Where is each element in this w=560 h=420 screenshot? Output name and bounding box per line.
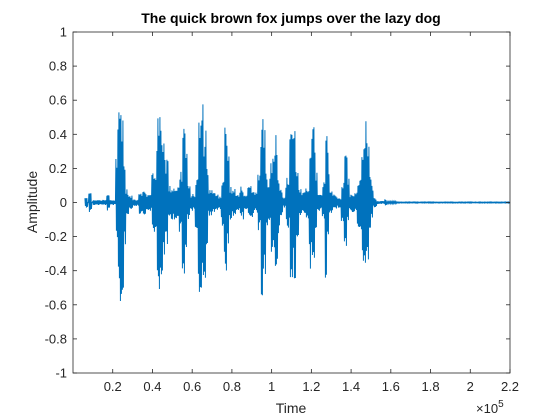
x-tick-label: 1.4	[342, 379, 360, 394]
x-tick-label: 2.2	[501, 379, 519, 394]
waveform-line	[84, 104, 511, 301]
y-tick-label: -0.8	[45, 331, 67, 346]
x-tick-label: 0.6	[183, 379, 201, 394]
y-tick-label: 0.8	[49, 59, 67, 74]
x-axis-ticks: 0.2 0.4 0.6 0.8 1 1.2 1.4 1.6 1.8 2 2.2	[104, 32, 519, 394]
x-tick-label: 2	[467, 379, 474, 394]
y-tick-label: 1	[60, 25, 67, 40]
x-tick-label: 1.2	[302, 379, 320, 394]
y-tick-label: -0.2	[45, 229, 67, 244]
y-tick-label: 0	[60, 195, 67, 210]
y-tick-label: 0.4	[49, 127, 67, 142]
y-tick-label: 0.6	[49, 93, 67, 108]
x-tick-label: 0.4	[143, 379, 161, 394]
y-tick-label: 0.2	[49, 161, 67, 176]
x-tick-label: 1.8	[422, 379, 440, 394]
x-tick-label: 0.8	[223, 379, 241, 394]
x-tick-label: 0.2	[104, 379, 122, 394]
x-exponent-power: 5	[498, 399, 504, 410]
y-tick-label: -0.4	[45, 263, 67, 278]
x-exponent-base: ×10	[476, 401, 498, 416]
x-axis-exponent: ×105	[476, 399, 504, 416]
x-tick-label: 1.6	[382, 379, 400, 394]
y-tick-label: -1	[55, 366, 67, 381]
y-axis-label: Amplitude	[24, 171, 40, 233]
chart-title: The quick brown fox jumps over the lazy …	[141, 10, 440, 26]
waveform-series	[84, 104, 511, 301]
x-tick-label: 1	[268, 379, 275, 394]
y-tick-label: -0.6	[45, 297, 67, 312]
x-axis-label: Time	[276, 400, 307, 416]
y-axis-ticks: -1 -0.8 -0.6 -0.4 -0.2 0 0.2 0.4 0.6 0.8 1	[45, 25, 510, 381]
